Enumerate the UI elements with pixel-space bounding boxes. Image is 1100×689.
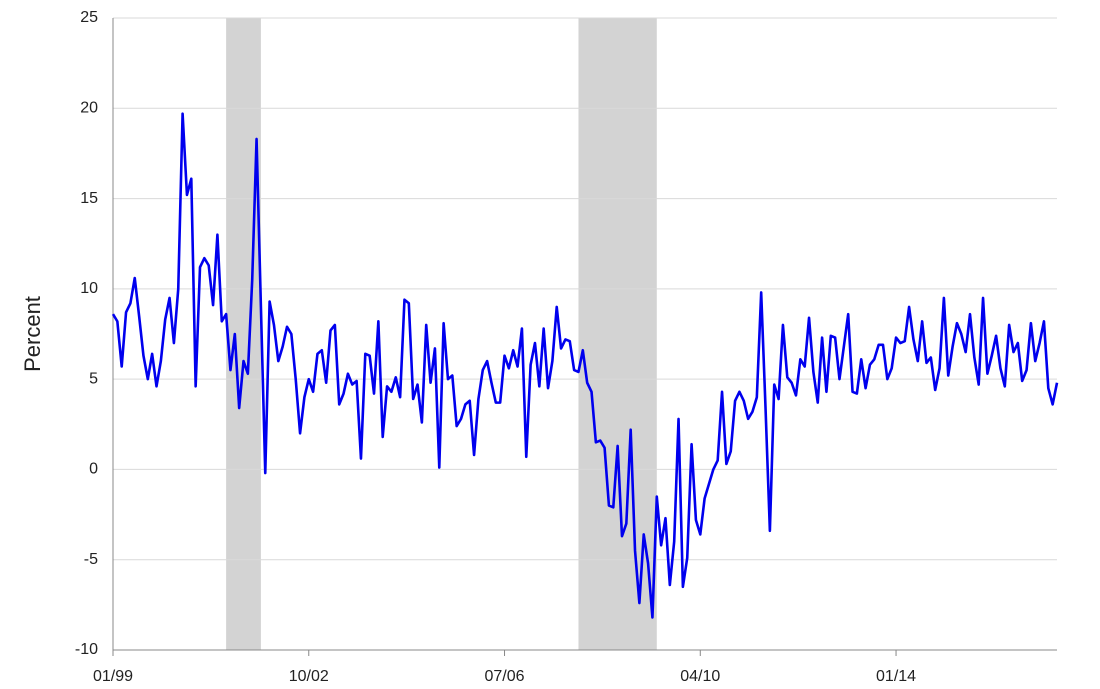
y-tick-label: -5 <box>84 551 98 568</box>
y-tick-label: 20 <box>80 100 98 117</box>
x-tick-label: 10/02 <box>289 668 329 685</box>
x-tick-label: 04/10 <box>680 668 720 685</box>
y-tick-label: 25 <box>80 9 98 26</box>
y-tick-label: 10 <box>80 280 98 297</box>
x-tick-label: 07/06 <box>484 668 524 685</box>
y-tick-label: -10 <box>75 641 98 658</box>
y-tick-label: 5 <box>89 370 98 387</box>
data-line <box>111 112 1059 619</box>
recession-band <box>226 18 261 650</box>
x-tick-label: 01/14 <box>876 668 916 685</box>
y-tick-label: 15 <box>80 190 98 207</box>
x-tick-label: 01/99 <box>93 668 133 685</box>
recession-band <box>578 18 657 650</box>
y-tick-label: 0 <box>89 461 98 478</box>
y-axis-label: Percent <box>20 296 45 372</box>
